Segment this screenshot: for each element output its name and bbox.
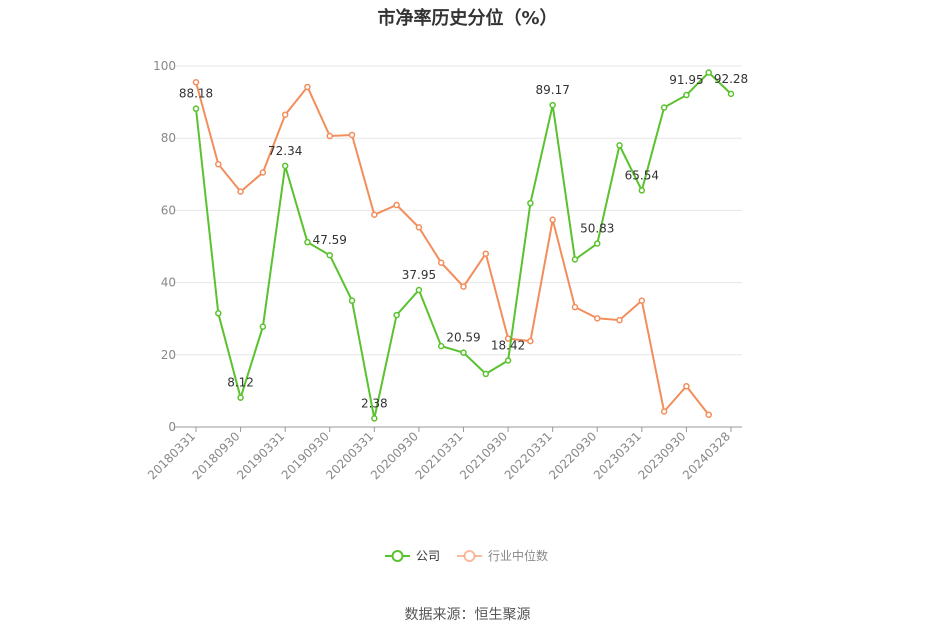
data-label: 88.18 xyxy=(179,87,213,101)
data-label: 65.54 xyxy=(625,168,659,182)
data-point[interactable] xyxy=(259,323,267,330)
grid-layer xyxy=(175,65,742,356)
data-point[interactable] xyxy=(616,142,623,149)
y-tick-label: 80 xyxy=(161,131,176,145)
data-point[interactable] xyxy=(215,160,222,168)
legend[interactable]: 公司 行业中位数 xyxy=(385,548,548,563)
x-tick-label: 20240328 xyxy=(680,429,733,482)
x-tick-label: 20190331 xyxy=(234,429,287,482)
data-label: 47.59 xyxy=(313,233,347,247)
data-point[interactable] xyxy=(504,357,512,364)
data-point[interactable] xyxy=(683,91,690,99)
data-label: 20.59 xyxy=(446,331,480,345)
data-label: 2.38 xyxy=(361,396,388,410)
data-point[interactable] xyxy=(371,211,378,218)
data-point[interactable] xyxy=(281,111,289,118)
data-point[interactable] xyxy=(705,69,712,76)
data-label: 89.17 xyxy=(535,83,569,97)
data-point[interactable] xyxy=(415,224,423,231)
legend-swatch-marker xyxy=(391,550,404,562)
data-label: 92.28 xyxy=(714,72,748,86)
data-point[interactable] xyxy=(683,382,690,390)
data-point[interactable] xyxy=(660,408,668,415)
series-line-company xyxy=(195,71,732,419)
data-point[interactable] xyxy=(460,283,467,290)
data-label: 50.83 xyxy=(580,222,614,236)
data-point[interactable] xyxy=(326,132,333,140)
series-layer xyxy=(192,69,735,422)
data-point[interactable] xyxy=(660,104,668,111)
data-point[interactable] xyxy=(393,311,400,319)
x-tick-label: 20230930 xyxy=(635,429,688,482)
data-point[interactable] xyxy=(348,131,356,139)
data-point[interactable] xyxy=(705,411,712,418)
data-label: 91.95 xyxy=(669,73,703,87)
data-point[interactable] xyxy=(237,394,244,401)
data-point[interactable] xyxy=(192,105,200,112)
data-label: 18.42 xyxy=(491,339,525,353)
data-point[interactable] xyxy=(259,169,267,176)
data-point[interactable] xyxy=(215,310,222,317)
data-label: 37.95 xyxy=(402,268,436,282)
data-point[interactable] xyxy=(527,337,534,345)
y-tick-label: 60 xyxy=(161,203,176,217)
data-point[interactable] xyxy=(371,415,378,422)
data-point[interactable] xyxy=(437,259,445,266)
data-point[interactable] xyxy=(616,316,623,324)
source-note: 数据来源：恒生聚源 xyxy=(404,607,531,623)
data-point[interactable] xyxy=(638,187,646,194)
data-point[interactable] xyxy=(326,251,333,259)
data-point[interactable] xyxy=(237,188,244,195)
data-point[interactable] xyxy=(527,199,534,207)
data-label-layer: 88.18 8.12 72.34 47.59 2.38 37.95 20.59 18.42 89… xyxy=(179,72,748,411)
data-point[interactable] xyxy=(594,315,601,322)
data-point[interactable] xyxy=(393,201,400,209)
data-label: 8.12 xyxy=(227,376,254,390)
legend-label: 行业中位数 xyxy=(488,548,548,563)
axis-layer: 0204060801002018033120180930201903312019… xyxy=(145,59,742,482)
data-point[interactable] xyxy=(415,286,423,294)
y-tick-label: 40 xyxy=(161,276,176,290)
data-point[interactable] xyxy=(594,240,601,247)
data-point[interactable] xyxy=(571,303,579,311)
data-point[interactable] xyxy=(549,216,556,224)
data-point[interactable] xyxy=(727,90,735,98)
data-point[interactable] xyxy=(638,297,646,304)
data-point[interactable] xyxy=(304,83,311,91)
data-point[interactable] xyxy=(460,349,467,356)
data-point[interactable] xyxy=(549,101,556,109)
series-line-industry-median xyxy=(195,81,710,416)
x-tick-label: 20200930 xyxy=(368,429,421,482)
y-tick-label: 20 xyxy=(161,348,176,362)
y-tick-label: 100 xyxy=(153,59,176,73)
legend-swatch-marker xyxy=(463,550,476,562)
data-label: 72.34 xyxy=(268,144,302,158)
data-point[interactable] xyxy=(482,370,490,378)
data-point[interactable] xyxy=(348,297,356,304)
data-point[interactable] xyxy=(304,238,311,246)
legend-item-industry-median[interactable]: 行业中位数 xyxy=(457,548,548,563)
data-point[interactable] xyxy=(192,78,200,86)
data-point[interactable] xyxy=(571,256,579,263)
x-tick-label: 20220331 xyxy=(502,429,555,482)
data-point[interactable] xyxy=(437,342,445,350)
legend-label: 公司 xyxy=(416,549,440,563)
legend-item-company[interactable]: 公司 xyxy=(385,549,440,563)
chart-title: 市净率历史分位（%） xyxy=(377,8,558,29)
y-tick-label: 0 xyxy=(168,420,176,434)
data-point[interactable] xyxy=(281,162,289,170)
data-point[interactable] xyxy=(482,250,490,257)
